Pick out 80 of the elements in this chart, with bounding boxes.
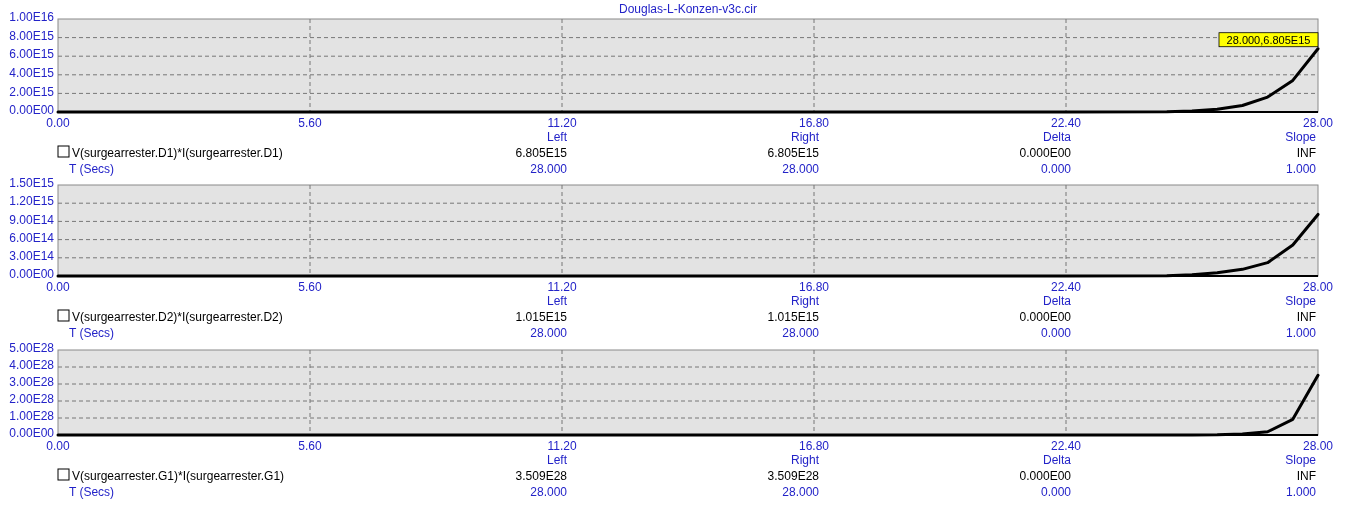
x-tick-label: 11.20 bbox=[547, 280, 577, 294]
text: Delta bbox=[1042, 453, 1072, 467]
y-tick-label: 1.20E15 bbox=[9, 194, 55, 209]
y-tick-label: 0.00E00 bbox=[9, 267, 55, 282]
y-tick-label: 1.00E28 bbox=[9, 409, 55, 424]
text: 0.000 bbox=[1040, 326, 1072, 340]
x-tick-label: 5.60 bbox=[298, 439, 322, 453]
y-tick-label: 1.00E16 bbox=[9, 10, 55, 25]
y-tick-label: 9.00E14 bbox=[9, 212, 55, 227]
x-tick-label: 16.80 bbox=[798, 280, 830, 294]
y-tick-label: 6.00E14 bbox=[9, 230, 55, 245]
y-tick-label: 3.00E14 bbox=[9, 248, 55, 263]
y-tick-label: 4.00E15 bbox=[9, 65, 55, 80]
y-tick-label: 4.00E28 bbox=[9, 358, 55, 373]
y-tick-label: 0.00E00 bbox=[9, 103, 55, 118]
text: 0.000E00 bbox=[1019, 146, 1072, 160]
text: 3.509E28 bbox=[515, 469, 568, 483]
x-tick-label: 11.20 bbox=[547, 116, 577, 130]
legend-label: V(surgearrester.D2)*I(surgearrester.D2) bbox=[72, 310, 283, 324]
x-axis-title: T (Secs) bbox=[69, 485, 115, 499]
y-tick-label: 8.00E15 bbox=[9, 28, 55, 43]
text: Delta bbox=[1042, 294, 1072, 308]
text: Right bbox=[790, 130, 820, 144]
text: 0.000E00 bbox=[1019, 310, 1072, 324]
x-tick-label: 5.60 bbox=[298, 116, 322, 130]
text: 1.000 bbox=[1285, 326, 1317, 340]
x-tick-label: 22.40 bbox=[1050, 280, 1082, 294]
text: Left bbox=[546, 453, 568, 467]
text: 6.805E15 bbox=[515, 146, 568, 160]
text: 1.000 bbox=[1285, 485, 1317, 499]
text: INF bbox=[1296, 146, 1316, 160]
x-tick-label: 11.20 bbox=[547, 439, 577, 453]
text: INF bbox=[1296, 310, 1316, 324]
x-tick-label: 28.00 bbox=[1302, 439, 1334, 453]
annotation: 28.000,6.805E15 bbox=[1226, 33, 1311, 46]
text: 28.000 bbox=[782, 162, 820, 176]
text: 0.000E00 bbox=[1019, 469, 1072, 483]
x-tick-label: 22.40 bbox=[1050, 439, 1082, 453]
text: 0.000 bbox=[1040, 485, 1072, 499]
x-axis-title: T (Secs) bbox=[69, 162, 115, 176]
text: 1.015E15 bbox=[767, 310, 820, 324]
text: Delta bbox=[1042, 130, 1072, 144]
x-tick-label: 0.00 bbox=[46, 116, 70, 130]
text: 6.805E15 bbox=[767, 146, 820, 160]
text: 28.000 bbox=[530, 485, 568, 499]
text: Slope bbox=[1285, 453, 1317, 467]
text: Slope bbox=[1285, 294, 1317, 308]
y-tick-label: 0.00E00 bbox=[9, 426, 55, 441]
x-tick-label: 22.40 bbox=[1050, 116, 1082, 130]
x-axis-title: T (Secs) bbox=[69, 326, 115, 340]
text: 0.000 bbox=[1040, 162, 1072, 176]
y-tick-label: 2.00E28 bbox=[9, 392, 55, 407]
text: Right bbox=[790, 453, 820, 467]
legend-label: V(surgearrester.G1)*I(surgearrester.G1) bbox=[72, 469, 285, 483]
text: 1.015E15 bbox=[515, 310, 568, 324]
x-tick-label: 28.00 bbox=[1302, 116, 1334, 130]
text: Right bbox=[790, 294, 820, 308]
text: 28.000 bbox=[782, 485, 820, 499]
x-tick-label: 16.80 bbox=[798, 116, 830, 130]
text: 28.000 bbox=[530, 326, 568, 340]
chart-title: Douglas-L-Konzen-v3c.cir bbox=[618, 2, 758, 16]
y-tick-label: 3.00E28 bbox=[9, 375, 55, 390]
y-tick-label: 1.50E15 bbox=[9, 176, 55, 191]
text: 28.000 bbox=[530, 162, 568, 176]
x-tick-label: 0.00 bbox=[46, 280, 70, 294]
x-tick-label: 5.60 bbox=[298, 280, 322, 294]
text: Slope bbox=[1285, 130, 1317, 144]
text: Left bbox=[546, 130, 568, 144]
legend-label: V(surgearrester.D1)*I(surgearrester.D1) bbox=[72, 146, 283, 160]
y-tick-label: 6.00E15 bbox=[9, 47, 55, 62]
y-tick-label: 5.00E28 bbox=[9, 341, 55, 356]
x-tick-label: 16.80 bbox=[798, 439, 830, 453]
text: 3.509E28 bbox=[767, 469, 820, 483]
text: 28.000 bbox=[782, 326, 820, 340]
x-tick-label: 0.00 bbox=[46, 439, 70, 453]
y-tick-label: 2.00E15 bbox=[9, 84, 55, 99]
x-tick-label: 28.00 bbox=[1302, 280, 1334, 294]
text: 1.000 bbox=[1285, 162, 1317, 176]
text: Left bbox=[546, 294, 568, 308]
text: INF bbox=[1296, 469, 1316, 483]
